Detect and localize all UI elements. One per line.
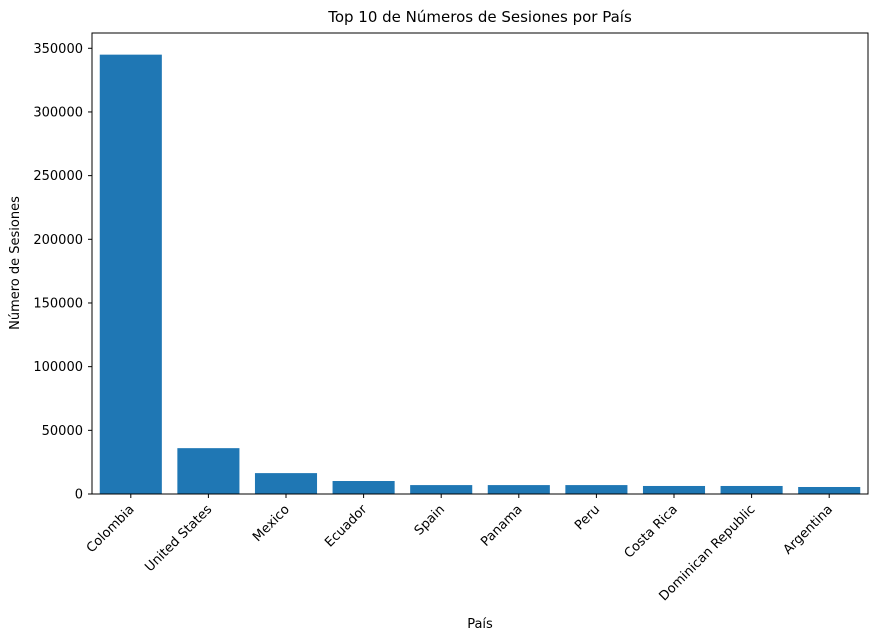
y-tick-label: 100000 bbox=[33, 360, 83, 375]
y-axis-label: Número de Sesiones bbox=[8, 196, 23, 330]
x-tick-label: Argentina bbox=[781, 502, 836, 557]
y-tick-label: 350000 bbox=[33, 42, 83, 57]
y-tick-label: 250000 bbox=[33, 169, 83, 184]
bar bbox=[798, 486, 861, 494]
x-tick-label: Mexico bbox=[250, 502, 293, 545]
bar bbox=[254, 473, 318, 494]
x-tick-label: Costa Rica bbox=[622, 502, 681, 561]
plot-frame bbox=[91, 32, 869, 495]
y-tick-label: 150000 bbox=[33, 296, 83, 311]
x-tick-label: Peru bbox=[572, 502, 603, 533]
x-tick-label: Ecuador bbox=[322, 502, 371, 551]
y-tick-label: 0 bbox=[75, 488, 83, 503]
y-tick-label: 200000 bbox=[33, 233, 83, 248]
bar bbox=[565, 485, 628, 494]
bar bbox=[99, 54, 162, 494]
x-tick-label: Spain bbox=[412, 502, 448, 538]
x-tick-label: Colombia bbox=[84, 502, 138, 556]
bar bbox=[332, 481, 395, 494]
x-tick-label: United States bbox=[142, 502, 215, 575]
bar bbox=[487, 485, 550, 494]
bar bbox=[720, 485, 783, 494]
chart-title: Top 10 de Números de Sesiones por País bbox=[327, 8, 632, 26]
x-tick-label: Panama bbox=[478, 502, 525, 549]
bar bbox=[642, 485, 706, 494]
y-tick-label: 50000 bbox=[42, 424, 83, 439]
bar bbox=[177, 448, 240, 494]
y-tick-label: 300000 bbox=[33, 105, 83, 120]
bar bbox=[410, 485, 473, 494]
x-axis-label: País bbox=[467, 617, 493, 632]
